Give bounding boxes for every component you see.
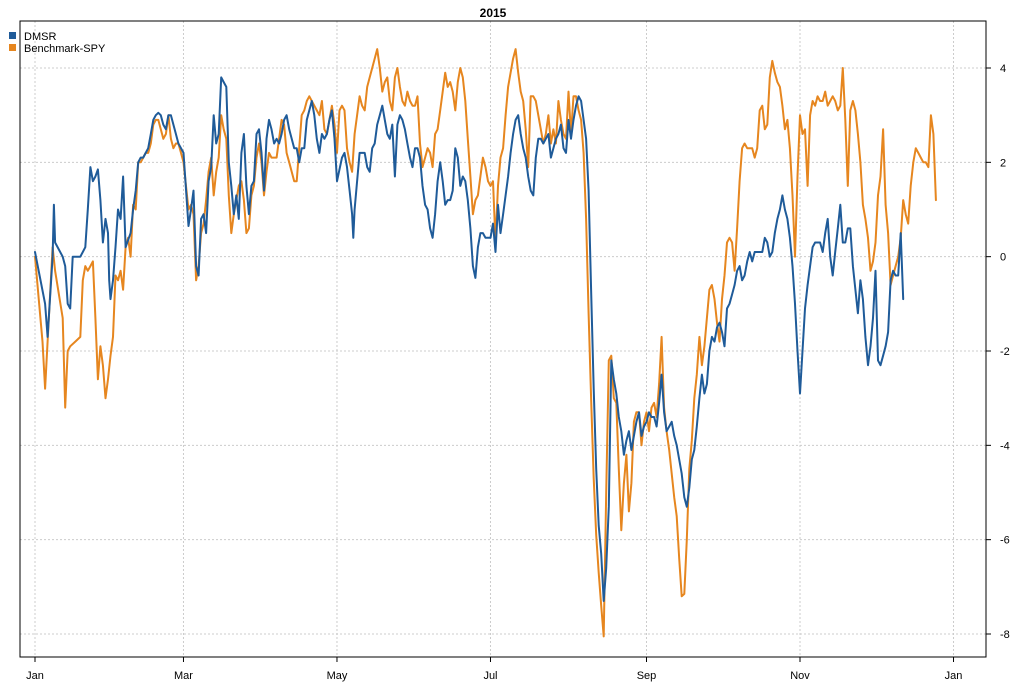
y-axis: 4 2 0 -2 -4 -6 -8 [986,63,1010,641]
legend-swatch [9,32,16,39]
y-tick-label: -8 [1000,629,1010,641]
x-tick-label: Sep [637,670,657,682]
x-tick-label: Jan [26,670,44,682]
series-group [34,48,937,638]
series-line-dmsr [34,76,905,602]
x-tick-label: Nov [790,670,810,682]
x-axis: Jan Mar May Jul Sep Nov Jan [26,657,962,682]
legend-swatch [9,44,16,51]
y-tick-label: 2 [1000,157,1006,169]
x-tick-label: May [327,670,348,682]
plot-frame [19,20,987,658]
y-tick-label: -6 [1000,535,1010,547]
x-tick-label: Jan [945,670,963,682]
legend-label: DMSR [24,31,56,43]
series-line-benchmark-spy [34,48,937,638]
chart-title: 2015 [480,6,507,20]
y-tick-label: -2 [1000,346,1010,358]
x-tick-label: Mar [174,670,193,682]
y-tick-label: -4 [1000,440,1010,452]
y-tick-label: 4 [1000,63,1006,75]
grid-lines [20,21,986,657]
x-tick-label: Jul [483,670,497,682]
y-tick-label: 0 [1000,252,1006,264]
legend-label: Benchmark-SPY [24,43,106,55]
